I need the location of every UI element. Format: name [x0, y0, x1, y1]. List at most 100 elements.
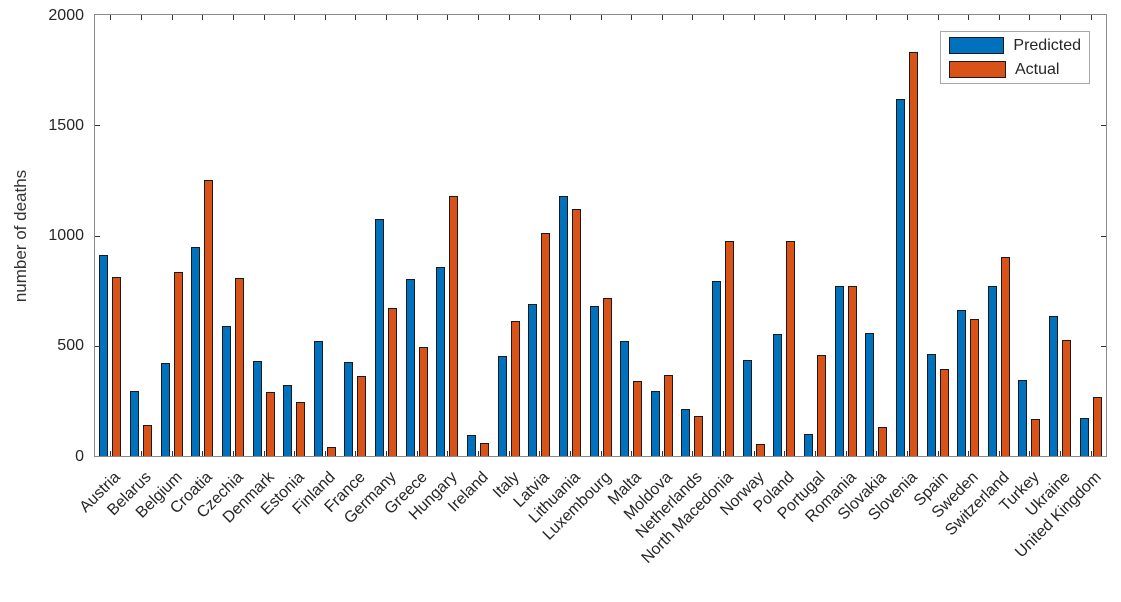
y-tick-label: 1500 [48, 117, 84, 134]
bar-actual [694, 416, 703, 456]
x-tick-mark [1060, 15, 1061, 20]
actual-swatch-icon [949, 61, 1006, 78]
x-tick-mark [876, 451, 877, 456]
x-tick-mark [815, 451, 816, 456]
bar-actual [296, 402, 305, 456]
x-tick-mark [509, 15, 510, 20]
bar-predicted [773, 334, 782, 456]
bar-predicted [161, 363, 170, 456]
x-tick-mark [355, 15, 356, 20]
y-tick-mark [95, 236, 100, 237]
bar-actual [848, 286, 857, 456]
x-tick-mark [386, 15, 387, 20]
x-tick-mark [1091, 15, 1092, 20]
x-tick-mark [570, 15, 571, 20]
x-tick-mark [110, 15, 111, 20]
x-tick-mark [723, 451, 724, 456]
x-tick-mark [601, 15, 602, 20]
bar-actual [327, 447, 336, 456]
bar-actual [664, 375, 673, 456]
x-tick-mark [447, 15, 448, 20]
bar-actual [725, 241, 734, 456]
x-tick-mark [876, 15, 877, 20]
bar-predicted [99, 255, 108, 456]
x-tick-mark [172, 451, 173, 456]
bar-predicted [681, 409, 690, 456]
bar-predicted [865, 333, 874, 456]
x-tick-mark [141, 15, 142, 20]
bar-predicted [712, 281, 721, 456]
bar-actual [541, 233, 550, 456]
bar-actual [940, 369, 949, 456]
bar-predicted [896, 99, 905, 456]
x-tick-mark [172, 15, 173, 20]
bar-actual [817, 355, 826, 456]
x-tick-mark [907, 15, 908, 20]
x-tick-mark [754, 15, 755, 20]
bar-predicted [559, 196, 568, 456]
y-tick-mark [95, 125, 100, 126]
x-tick-mark [907, 451, 908, 456]
x-tick-mark [1091, 451, 1092, 456]
x-tick-mark [631, 15, 632, 20]
x-tick-mark [784, 451, 785, 456]
x-tick-mark [938, 451, 939, 456]
bar-actual [143, 425, 152, 456]
bar-actual [633, 381, 642, 456]
x-tick-mark [723, 15, 724, 20]
x-tick-mark [662, 15, 663, 20]
legend-item-predicted: Predicted [949, 37, 1081, 55]
x-tick-mark [478, 451, 479, 456]
x-tick-mark [325, 451, 326, 456]
bar-predicted [344, 362, 353, 456]
bar-predicted [988, 286, 997, 456]
bar-actual [388, 308, 397, 456]
x-tick-mark [601, 451, 602, 456]
x-tick-mark [968, 451, 969, 456]
bar-actual [480, 443, 489, 456]
bar-actual [112, 277, 121, 456]
bar-predicted [467, 435, 476, 456]
plot-area [94, 14, 1107, 457]
x-tick-mark [417, 451, 418, 456]
y-tick-mark [1101, 236, 1106, 237]
x-tick-mark [110, 451, 111, 456]
x-tick-mark [233, 451, 234, 456]
bar-predicted [957, 310, 966, 456]
bar-predicted [804, 434, 813, 456]
x-tick-mark [202, 451, 203, 456]
x-tick-mark [692, 451, 693, 456]
bar-actual [1093, 397, 1102, 456]
bar-predicted [620, 341, 629, 456]
x-tick-mark [386, 451, 387, 456]
x-tick-mark [294, 15, 295, 20]
bar-actual [756, 444, 765, 456]
x-tick-mark [233, 15, 234, 20]
bar-predicted [590, 306, 599, 456]
bar-predicted [253, 361, 262, 456]
bar-actual [1031, 419, 1040, 456]
bar-actual [449, 196, 458, 456]
y-tick-mark [95, 346, 100, 347]
bar-actual [174, 272, 183, 456]
bar-predicted [1080, 418, 1089, 456]
bar-actual [1001, 257, 1010, 456]
y-tick-mark [1101, 125, 1106, 126]
bar-predicted [375, 219, 384, 456]
bar-predicted [283, 385, 292, 456]
bar-predicted [436, 267, 445, 456]
bar-actual [909, 52, 918, 456]
legend: Predicted Actual [940, 31, 1090, 84]
bar-actual [878, 427, 887, 456]
bar-actual [786, 241, 795, 456]
legend-label-actual: Actual [1015, 60, 1060, 78]
bar-actual [970, 319, 979, 456]
x-tick-mark [509, 451, 510, 456]
x-tick-mark [539, 451, 540, 456]
x-tick-mark [325, 15, 326, 20]
x-tick-mark [846, 451, 847, 456]
y-tick-label: 1000 [48, 227, 84, 244]
legend-label-predicted: Predicted [1013, 36, 1081, 54]
bar-actual [204, 180, 213, 456]
